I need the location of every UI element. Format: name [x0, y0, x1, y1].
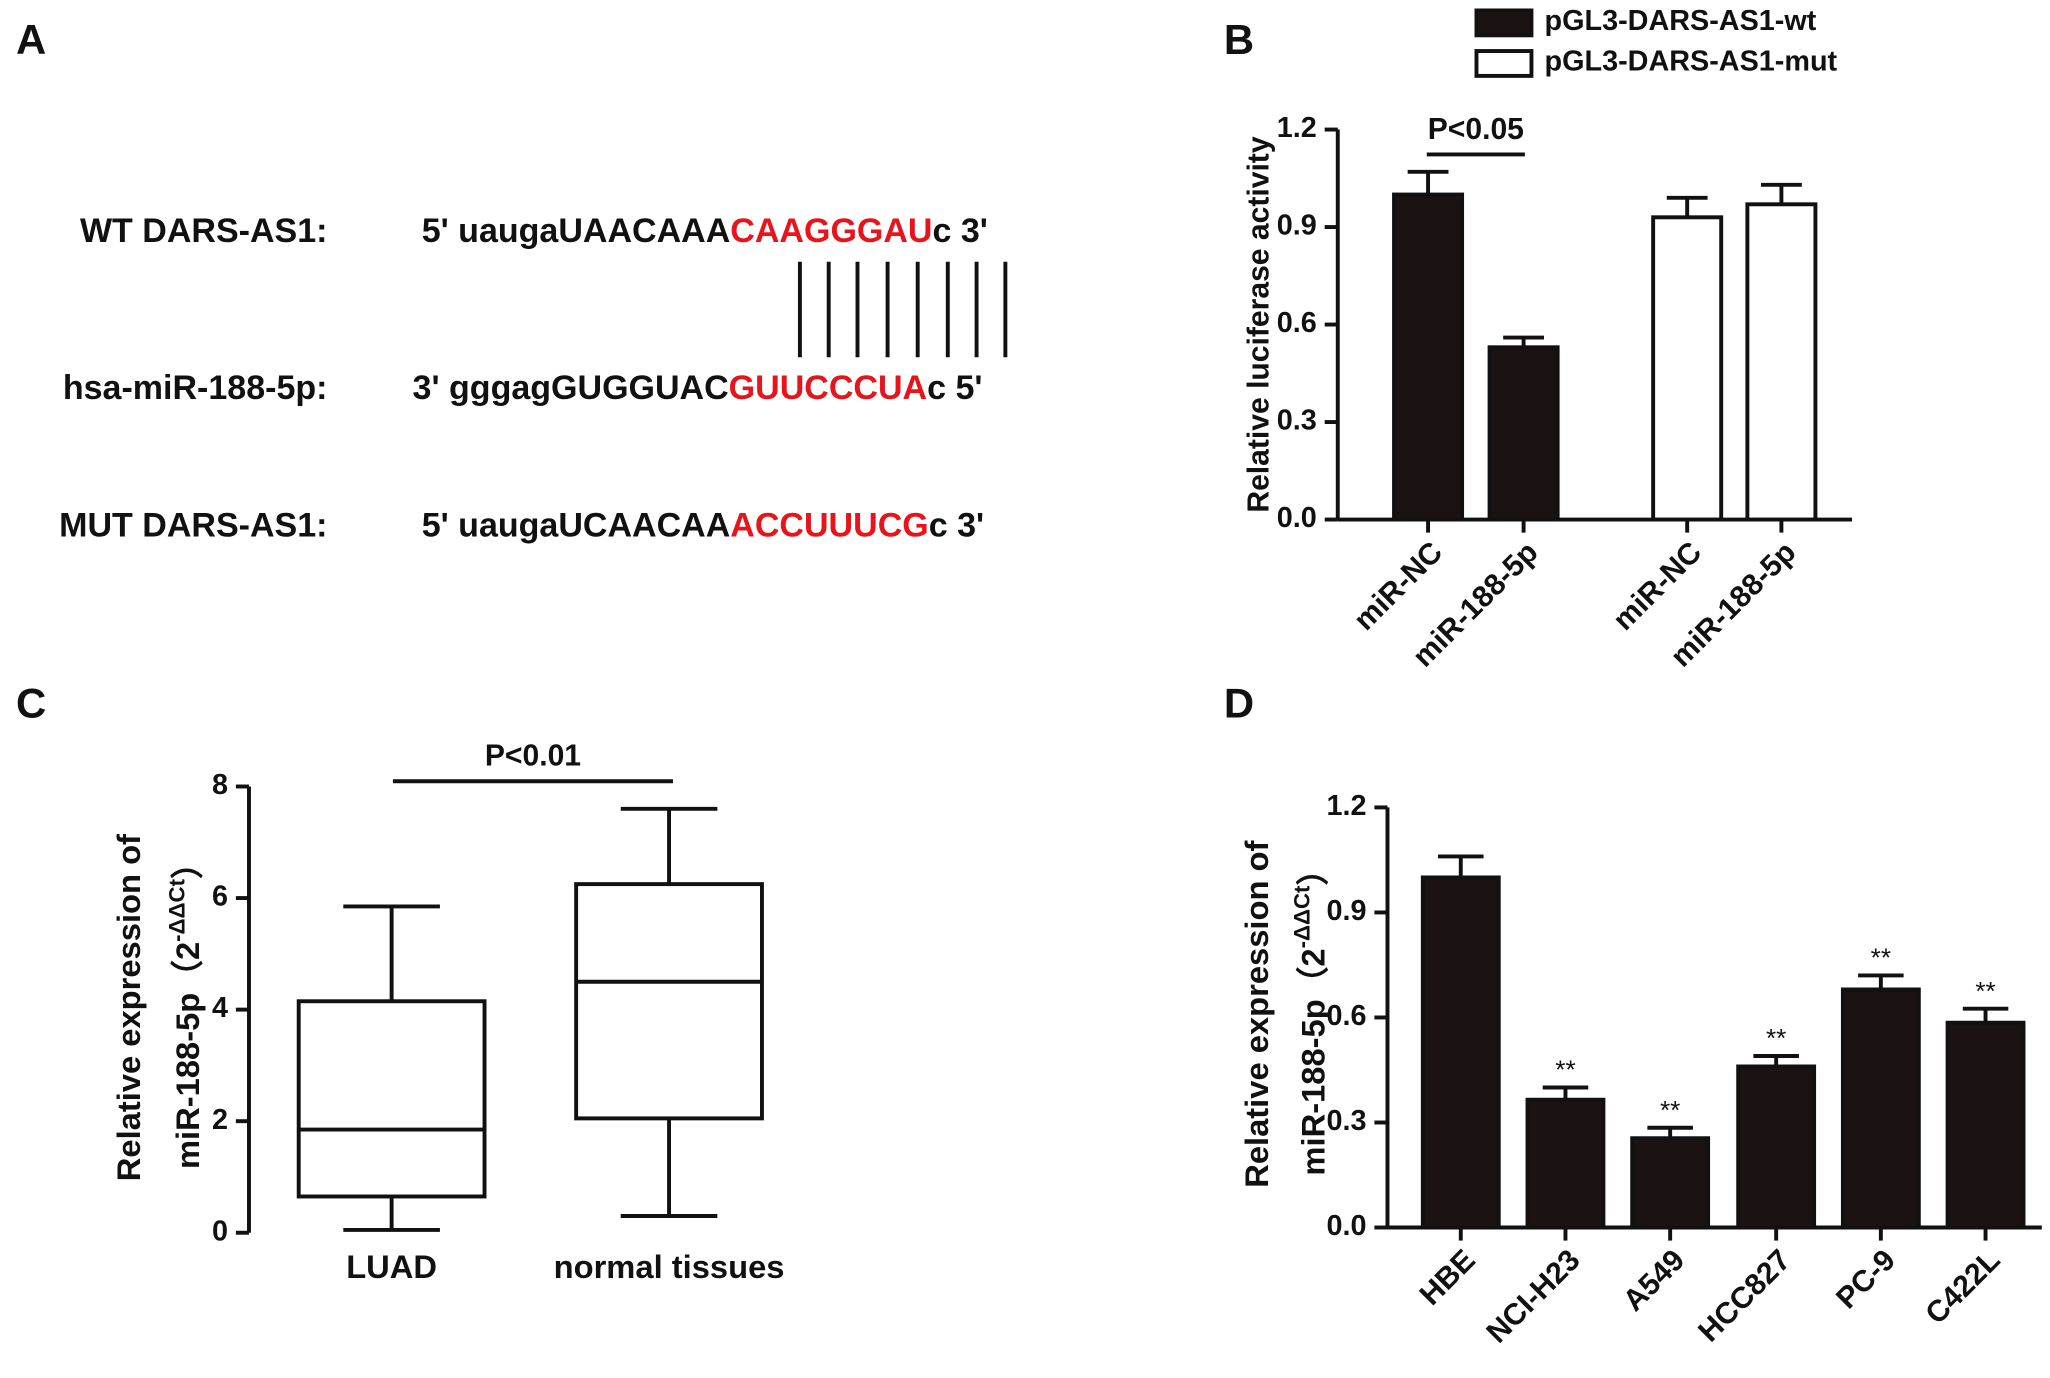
y-axis-label: miR-188-5p（2-ΔΔCt）: [164, 846, 206, 1169]
sequence-suffix: c 3': [929, 506, 984, 544]
significance-label: **: [1975, 976, 1995, 1006]
sequence-suffix: c 5': [927, 369, 982, 407]
x-tick-label: NCI-H23: [1480, 1244, 1586, 1350]
legend-label: pGL3-DARS-AS1-mut: [1545, 45, 1838, 77]
y-axis-label-close: ）: [1294, 853, 1331, 886]
bar: [1840, 987, 1921, 1230]
sequence-prefix: 5' uaugaUCAACAA: [422, 506, 731, 544]
x-tick-label: normal tissues: [554, 1248, 785, 1285]
y-axis-label-close: ）: [169, 846, 206, 879]
sequence-label: WT DARS-AS1:: [80, 212, 328, 250]
sequence: 5' uaugaUAACAAACAAGGGAUc 3': [422, 212, 988, 250]
y-tick-label: 0.6: [1327, 1000, 1367, 1032]
box: [296, 999, 487, 1199]
bar: [1392, 192, 1465, 522]
bar: [1525, 1097, 1606, 1230]
panel-a-pairing-lines: [797, 261, 1008, 358]
legend-swatch: [1474, 49, 1534, 78]
y-tick-label: 0.0: [1277, 502, 1317, 534]
sequence-prefix: 3' gggagGUGGUAC: [413, 369, 729, 407]
panel-label: A: [16, 16, 46, 63]
chart: 0.0 0.3 0.6 0.9 1.2 Relative expression of miR…: [1238, 790, 2042, 1350]
box: [574, 882, 764, 1121]
x-tick-label: HCC827: [1692, 1244, 1797, 1349]
y-tick-label: 0.3: [1327, 1105, 1367, 1137]
bar: [1736, 1064, 1817, 1230]
sequence-label: hsa-miR-188-5p:: [63, 369, 328, 407]
legend-label: pGL3-DARS-AS1-wt: [1545, 5, 1817, 37]
legend-swatch: [1474, 8, 1534, 38]
y-axis-label-main: miR-188-5p（2: [1294, 948, 1331, 1175]
y-axis-label: Relative expression of: [110, 834, 147, 1181]
y-axis-label-sup: -ΔΔCt: [1290, 885, 1315, 948]
significance-label: **: [1555, 1055, 1575, 1085]
sequence-site: CAAGGGAU: [730, 212, 932, 250]
panel-label: B: [1224, 16, 1254, 63]
y-tick-label: 2: [212, 1104, 228, 1136]
x-tick-label: A549: [1617, 1244, 1691, 1318]
significance-label: **: [1871, 943, 1891, 973]
y-tick-label: 0.9: [1277, 210, 1317, 242]
sequence-label: MUT DARS-AS1:: [59, 506, 327, 544]
panel-label: C: [16, 680, 46, 727]
x-tick-label: PC-9: [1830, 1244, 1902, 1316]
sequence-prefix: 5' uaugaUAACAAA: [422, 212, 731, 250]
y-tick-label: 1.2: [1277, 112, 1317, 144]
bar: [1630, 1136, 1711, 1230]
bar: [1945, 1020, 2026, 1230]
y-axis-label: Relative expression of: [1238, 841, 1275, 1188]
sequence: 3' gggagGUGGUACGUUCCCUAc 5': [413, 369, 983, 407]
y-tick-label: 6: [212, 881, 228, 913]
chart: 0 2 4 6 8 Relative expression of miR-188-5p（2-…: [110, 740, 785, 1285]
bar: [1487, 345, 1560, 522]
y-axis-label: miR-188-5p（2-ΔΔCt）: [1290, 853, 1332, 1176]
y-axis-label-main: miR-188-5p（2: [169, 942, 206, 1169]
annotation: P<0.05: [1428, 113, 1524, 146]
y-tick-label: 0.9: [1327, 895, 1367, 927]
sequence: 5' uaugaUCAACAAACCUUUCGc 3': [422, 506, 984, 544]
y-tick-label: 8: [212, 769, 228, 801]
y-tick-label: 1.2: [1327, 790, 1367, 822]
sequence-site: ACCUUUCG: [730, 506, 928, 544]
y-axis-label: Relative luciferase activity: [1243, 136, 1276, 512]
y-tick-label: 4: [212, 992, 228, 1024]
sequence-site: GUUCCCUA: [729, 369, 927, 407]
x-tick-label: HBE: [1414, 1244, 1482, 1312]
y-tick-label: 0: [212, 1215, 228, 1247]
y-tick-label: 0.6: [1277, 307, 1317, 339]
bar: [1420, 875, 1501, 1230]
sequence-suffix: c 3': [933, 212, 988, 250]
significance-label: **: [1660, 1095, 1680, 1125]
x-tick-label: LUAD: [346, 1248, 437, 1285]
bar: [1651, 215, 1724, 522]
y-tick-label: 0.0: [1327, 1210, 1367, 1242]
bar: [1745, 202, 1818, 522]
annotation: P<0.01: [485, 740, 581, 773]
y-axis-label-sup: -ΔΔCt: [164, 878, 189, 941]
significance-label: **: [1766, 1023, 1786, 1053]
x-tick-label: C422L: [1919, 1244, 2006, 1331]
y-tick-label: 0.3: [1277, 405, 1317, 437]
panel-label: D: [1224, 680, 1254, 727]
